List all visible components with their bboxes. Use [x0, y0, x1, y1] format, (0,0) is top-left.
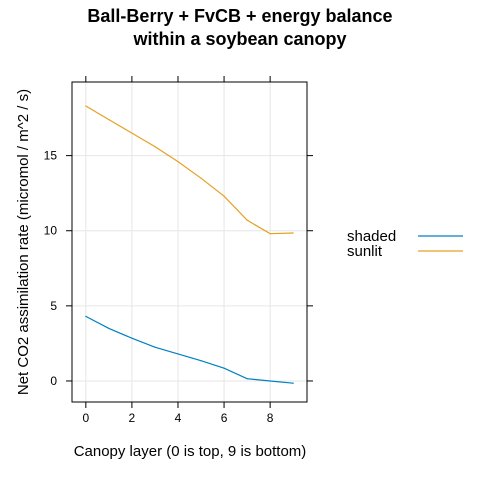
- legend-label-sunlit: sunlit: [347, 243, 383, 260]
- y-tick-label: 5: [50, 299, 57, 313]
- x-tick-label: 6: [221, 411, 228, 425]
- data-point-shaded: [269, 380, 271, 382]
- axis-ticks: 0 2 4 6 8 0 5 10 15: [44, 76, 313, 425]
- y-tick-label: 10: [44, 224, 58, 238]
- data-point-sunlit: [246, 219, 248, 221]
- y-tick-label: 15: [44, 149, 58, 163]
- data-point-sunlit: [292, 232, 294, 234]
- plot-frame: [71, 81, 308, 403]
- chart-title-line-1: Ball-Berry + FvCB + energy balance: [87, 6, 392, 26]
- y-axis-label: Net CO2 assimilation rate (micromol / m^…: [15, 89, 32, 395]
- x-tick-label: 2: [129, 411, 136, 425]
- x-tick-label: 0: [82, 411, 89, 425]
- data-point-shaded: [246, 378, 248, 380]
- data-point-sunlit: [154, 146, 156, 148]
- data-point-shaded: [131, 337, 133, 339]
- data-point-shaded: [154, 346, 156, 348]
- data-point-sunlit: [85, 105, 87, 107]
- data-point-sunlit: [200, 177, 202, 179]
- data-point-shaded: [85, 315, 87, 317]
- series-line-shaded: [85, 315, 294, 384]
- data-point-sunlit: [108, 118, 110, 121]
- data-point-shaded: [177, 353, 179, 355]
- legend-label-shaded: shaded: [347, 228, 396, 245]
- x-axis-label: Canopy layer (0 is top, 9 is bottom): [74, 443, 307, 460]
- data-point-sunlit: [223, 195, 225, 197]
- series-line-sunlit: [85, 105, 294, 235]
- series-lines: [85, 105, 294, 384]
- data-point-shaded: [200, 360, 202, 362]
- data-point-sunlit: [269, 233, 271, 235]
- data-point-sunlit: [131, 132, 133, 134]
- data-point-shaded: [108, 327, 110, 329]
- grid-lines: [72, 82, 307, 402]
- y-tick-label: 0: [50, 374, 57, 388]
- data-point-shaded: [292, 382, 294, 384]
- x-tick-label: 8: [267, 411, 274, 425]
- x-tick-label: 4: [175, 411, 182, 425]
- data-point-shaded: [223, 367, 225, 369]
- data-point-sunlit: [177, 161, 179, 163]
- chart-title-line-2: within a soybean canopy: [132, 29, 346, 49]
